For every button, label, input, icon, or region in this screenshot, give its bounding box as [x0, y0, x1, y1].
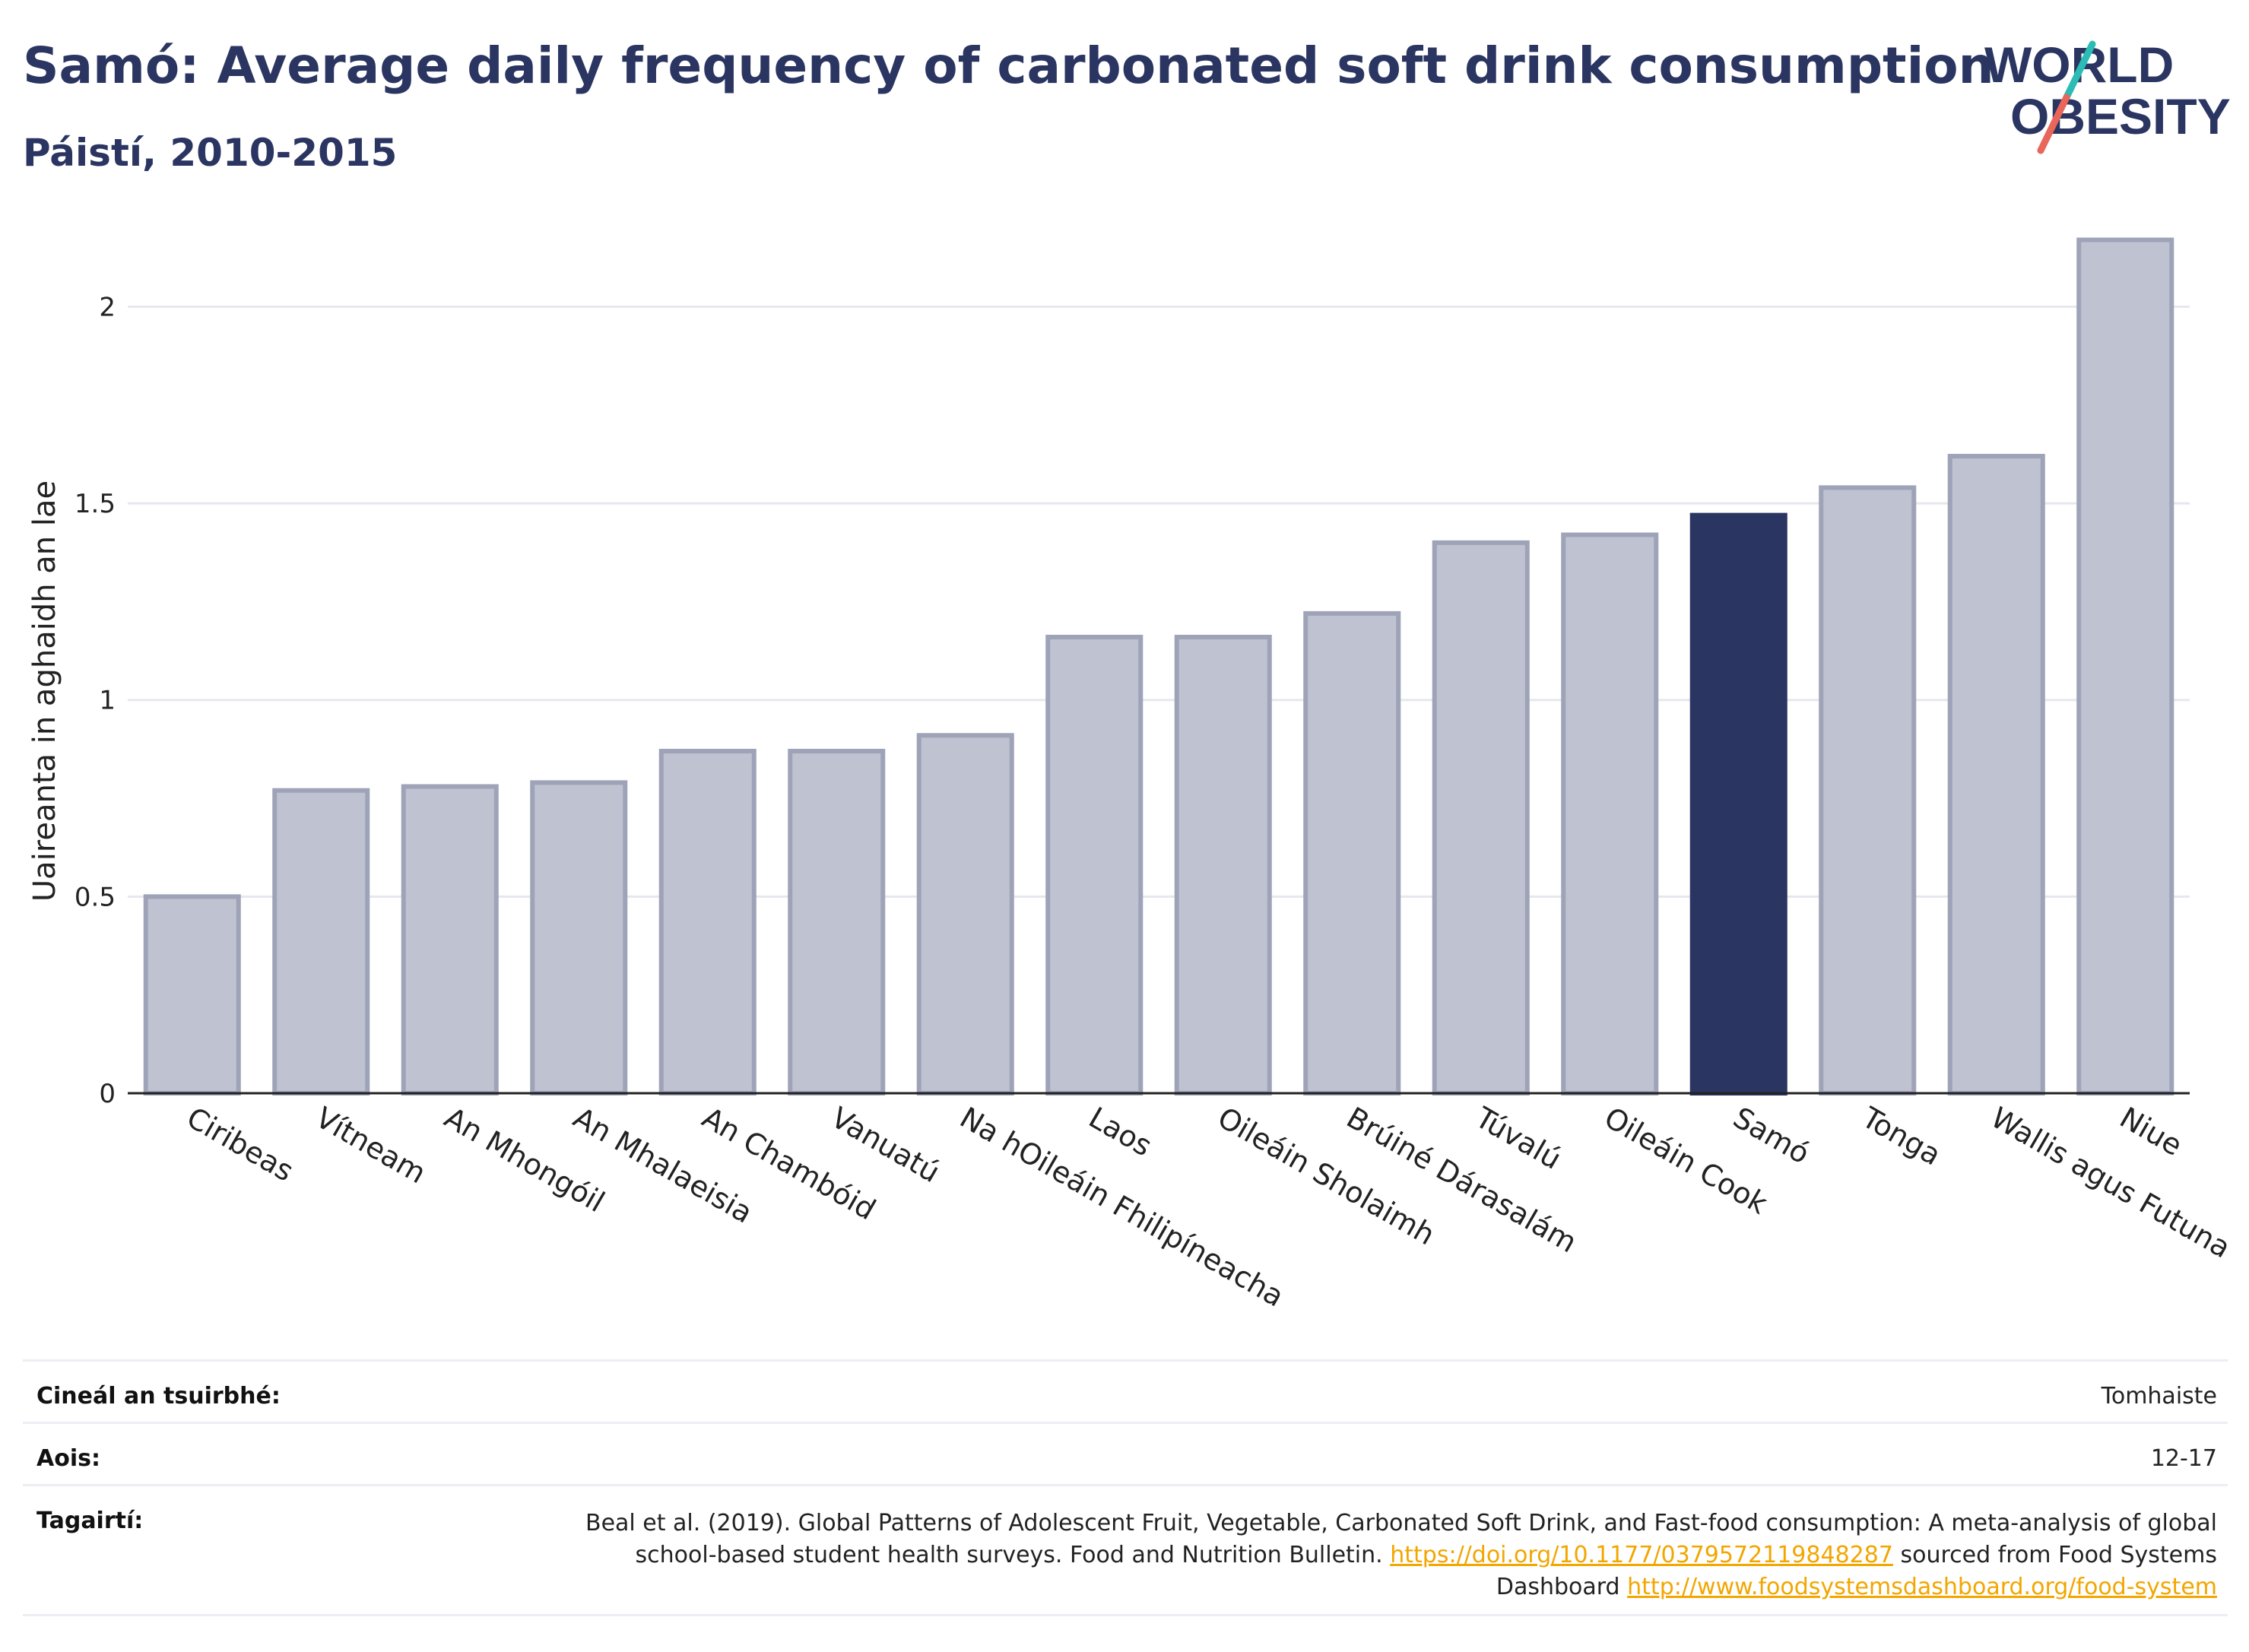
x-tick-label: Túvalú [1469, 1100, 1566, 1176]
bar-0 [143, 894, 241, 1096]
x-tick-label: Vítneam [310, 1101, 432, 1191]
world-obesity-logo: WORLD OBESITY [1984, 36, 2231, 154]
x-tick-label: Oileáin Sholaimh [1212, 1101, 1440, 1252]
bar-2 [401, 784, 499, 1096]
age-value: 12-17 [2150, 1445, 2217, 1472]
bar-chart: 0 0.5 1 1.5 2 Uaireanta in aghaidh an lae Ciri… [27, 237, 2236, 1314]
age-label: Aois: [36, 1445, 100, 1472]
info-row-references: Tagairtí: Beal et al. (2019). Global Pat… [23, 1484, 2228, 1616]
x-tick-label: Tonga [1856, 1100, 1946, 1172]
chart-title: Samó: Average daily frequency of carbona… [23, 36, 1994, 95]
bar-7 [1045, 634, 1144, 1096]
bar-11 [1561, 532, 1659, 1096]
bar-15 [2076, 237, 2174, 1096]
y-tick-label: 2 [99, 292, 116, 322]
bar-14 [1947, 454, 2045, 1096]
y-tick-label: 1.5 [75, 489, 116, 519]
bar-8 [1174, 634, 1272, 1096]
reference-source: sourced from Food Systems Dashboard [1496, 1542, 2217, 1600]
survey-type-value: Tomhaiste [2101, 1383, 2217, 1409]
chart-subtitle: Páistí, 2010-2015 [23, 131, 398, 175]
x-tick-label: Ciribeas [181, 1101, 299, 1188]
info-row-age: Aois: 12-17 [23, 1422, 2228, 1486]
dashboard-link[interactable]: http://www.foodsystemsdashboard.org/food… [1627, 1574, 2217, 1600]
bar-9 [1303, 610, 1401, 1096]
bar-1 [272, 788, 370, 1096]
x-tick-label: Wallis agus Futuna [1985, 1101, 2236, 1265]
survey-type-label: Cineál an tsuirbhé: [36, 1383, 281, 1409]
bar-10 [1432, 540, 1530, 1096]
references-text: Beal et al. (2019). Global Patterns of A… [582, 1508, 2217, 1603]
y-tick-label: 1 [99, 686, 116, 716]
bar-6 [916, 733, 1014, 1096]
bar-3 [530, 780, 628, 1096]
x-tick-label: Samó [1727, 1101, 1815, 1171]
y-tick-label: 0 [99, 1079, 116, 1109]
reference-citation: Beal et al. (2019). Global Patterns of A… [585, 1510, 2217, 1568]
bar-4 [658, 748, 757, 1096]
y-axis-label: Uaireanta in aghaidh an lae [27, 480, 62, 902]
doi-link[interactable]: https://doi.org/10.1177/0379572119848287 [1390, 1542, 1893, 1568]
x-tick-label: Laos [1083, 1101, 1158, 1163]
bar-13 [1819, 485, 1917, 1096]
references-label: Tagairtí: [36, 1508, 144, 1534]
info-row-survey: Cineál an tsuirbhé: Tomhaiste [23, 1359, 2228, 1424]
x-tick-label: Niue [2114, 1101, 2188, 1162]
y-tick-label: 0.5 [75, 882, 116, 912]
bar-12 [1689, 512, 1787, 1096]
x-tick-label: Brúiné Dárasalám [1341, 1101, 1583, 1260]
bar-5 [788, 748, 886, 1096]
